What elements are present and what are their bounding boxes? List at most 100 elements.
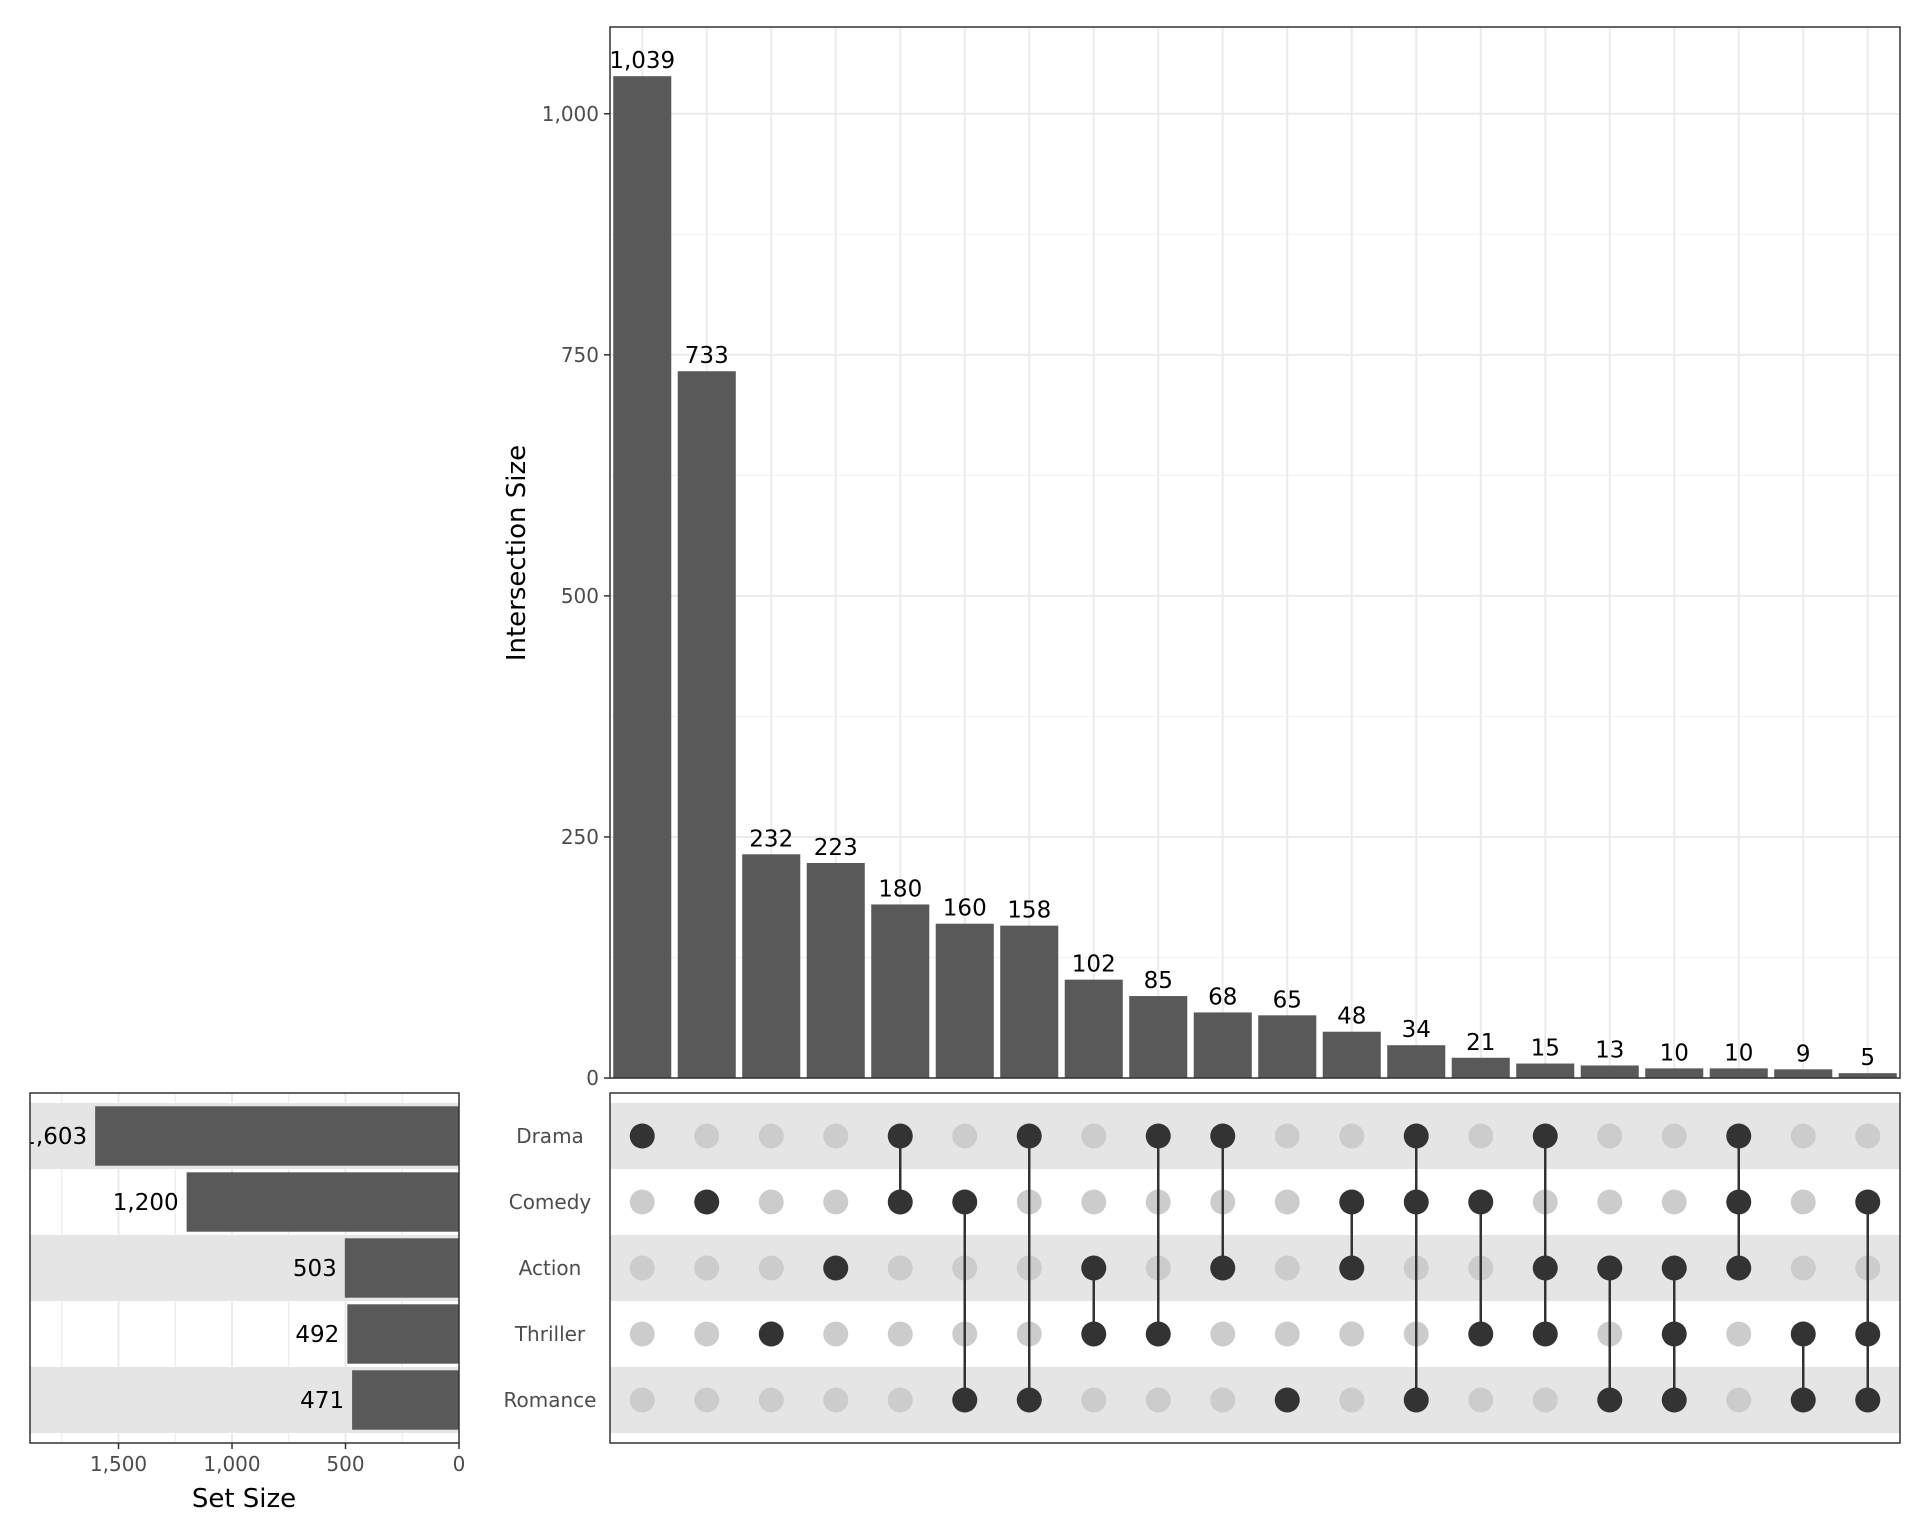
inactive-dot <box>1726 1321 1752 1347</box>
inactive-dot <box>1274 1189 1300 1215</box>
active-dot <box>1403 1123 1429 1149</box>
active-dot <box>1145 1123 1171 1149</box>
bar-value-label: 160 <box>943 896 987 922</box>
panel-border <box>609 1092 1901 1444</box>
inactive-dot <box>823 1321 849 1347</box>
bar-value-label: 223 <box>814 835 858 861</box>
inactive-dot <box>694 1255 720 1281</box>
intersection-bar <box>1451 1057 1510 1078</box>
set-name-label: Romance <box>504 1388 597 1412</box>
inactive-dot <box>1081 1189 1107 1215</box>
inactive-dot <box>1210 1387 1236 1413</box>
active-dot <box>952 1387 978 1413</box>
inactive-dot <box>1339 1321 1365 1347</box>
active-dot <box>887 1189 913 1215</box>
inactive-dot <box>1661 1189 1687 1215</box>
y-tick-label: 500 <box>561 584 599 608</box>
inactive-dot <box>887 1321 913 1347</box>
bar-value-label: 180 <box>878 876 922 902</box>
active-dot <box>1790 1387 1816 1413</box>
bar-value-label: 21 <box>1466 1030 1495 1056</box>
active-dot <box>1855 1387 1881 1413</box>
active-dot <box>1016 1123 1042 1149</box>
active-dot <box>1081 1321 1107 1347</box>
active-dot <box>952 1189 978 1215</box>
active-dot <box>1726 1189 1752 1215</box>
active-dot <box>1855 1321 1881 1347</box>
active-dot <box>1790 1321 1816 1347</box>
bar-value-label: 10 <box>1660 1040 1689 1066</box>
inactive-dot <box>1210 1321 1236 1347</box>
intersection-bar <box>806 862 865 1078</box>
intersection-bar <box>1387 1045 1446 1078</box>
matrix-row-stripe <box>610 1235 1900 1301</box>
inactive-dot <box>823 1123 849 1149</box>
inactive-dot <box>1855 1123 1881 1149</box>
intersection-bar <box>1064 979 1123 1078</box>
bar-value-label: 10 <box>1724 1040 1753 1066</box>
intersection-bar <box>1774 1069 1833 1078</box>
active-dot <box>1016 1387 1042 1413</box>
bar-value-label: 232 <box>749 826 793 852</box>
set-size-bar <box>186 1172 459 1232</box>
inactive-dot <box>1145 1387 1171 1413</box>
intersection-bar <box>613 76 672 1078</box>
inactive-dot <box>694 1387 720 1413</box>
set-size-panel: 1,603 1,200 503 492 471 1,500 1,000 500 0 <box>29 1092 466 1476</box>
set-size-label: 492 <box>295 1322 339 1348</box>
y-tick-label: 250 <box>561 825 599 849</box>
inactive-dot <box>758 1387 784 1413</box>
inactive-dot <box>1790 1189 1816 1215</box>
set-name-label: Drama <box>516 1124 584 1148</box>
intersection-bar <box>1838 1073 1897 1078</box>
active-dot <box>1532 1255 1558 1281</box>
intersection-bar <box>742 854 801 1078</box>
set-size-bar <box>347 1304 459 1364</box>
inactive-dot <box>887 1255 913 1281</box>
inactive-dot <box>758 1189 784 1215</box>
set-name-label: Action <box>519 1256 582 1280</box>
intersection-bar <box>677 371 736 1079</box>
active-dot <box>1339 1189 1365 1215</box>
intersection-bar <box>1129 996 1188 1078</box>
intersection-bar <box>1580 1065 1639 1078</box>
bar-value-label: 65 <box>1273 987 1302 1013</box>
bar-value-label: 1,039 <box>609 48 675 74</box>
inactive-dot <box>1661 1123 1687 1149</box>
active-dot <box>1403 1387 1429 1413</box>
intersection-bar <box>1193 1012 1252 1078</box>
active-dot <box>1597 1255 1623 1281</box>
inactive-dot <box>758 1123 784 1149</box>
intersection-bar <box>1645 1068 1704 1078</box>
active-dot <box>1468 1321 1494 1347</box>
bar-value-label: 9 <box>1796 1041 1811 1067</box>
inactive-dot <box>1081 1123 1107 1149</box>
inactive-dot <box>1790 1123 1816 1149</box>
set-size-label: 471 <box>300 1388 344 1414</box>
y-tick-label: 750 <box>561 343 599 367</box>
x-tick-label: 0 <box>453 1452 466 1476</box>
inactive-dot <box>629 1189 655 1215</box>
intersection-bar <box>1709 1068 1768 1078</box>
x-axis-title-set-size: Set Size <box>192 1484 296 1514</box>
set-name-label: Thriller <box>514 1322 586 1346</box>
active-dot <box>1403 1189 1429 1215</box>
panel-border <box>29 1092 460 1444</box>
bar-value-label: 34 <box>1402 1017 1431 1043</box>
intersection-size-panel: 1,039 733 232 223 180 160 158 102 85 68 65 48 34 21 15… <box>542 26 1901 1090</box>
active-dot <box>758 1321 784 1347</box>
inactive-dot <box>1468 1123 1494 1149</box>
set-name-label: Comedy <box>509 1190 592 1214</box>
set-size-bar <box>95 1106 459 1166</box>
matrix-row-stripe <box>610 1367 1900 1433</box>
inactive-dot <box>694 1123 720 1149</box>
intersection-bar <box>871 904 930 1078</box>
inactive-dot <box>1532 1387 1558 1413</box>
active-dot <box>1661 1321 1687 1347</box>
inactive-dot <box>629 1321 655 1347</box>
active-dot <box>1532 1123 1558 1149</box>
bar-value-label: 102 <box>1072 952 1116 978</box>
inactive-dot <box>1339 1123 1365 1149</box>
inactive-dot <box>629 1255 655 1281</box>
active-dot <box>629 1123 655 1149</box>
